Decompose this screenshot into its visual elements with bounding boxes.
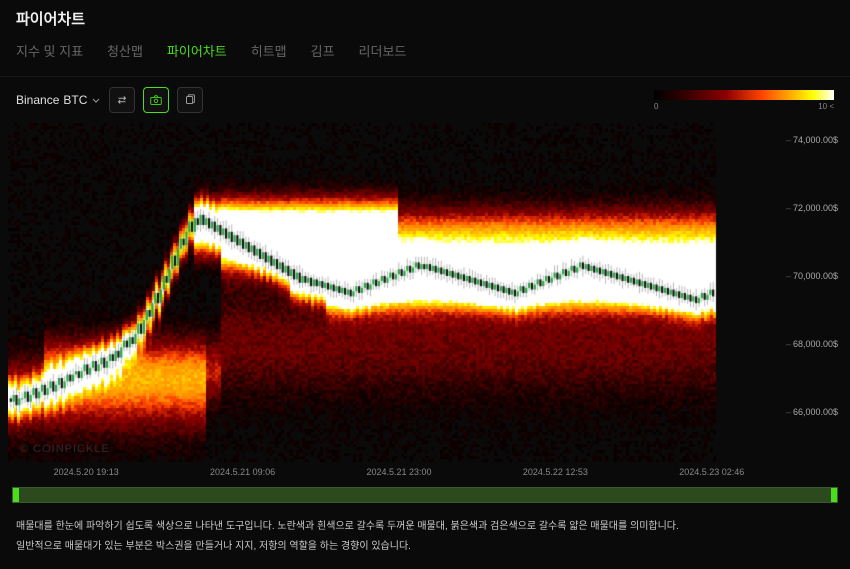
- copy-icon: [183, 93, 197, 107]
- x-tick: 2024.5.21 23:00: [366, 467, 431, 477]
- legend-max: 10 <: [818, 102, 834, 111]
- color-legend: 0 10 <: [654, 90, 834, 111]
- scrubber-handle-right[interactable]: [831, 488, 837, 502]
- x-tick: 2024.5.21 09:06: [210, 467, 275, 477]
- symbol-label: BTC: [63, 93, 87, 107]
- watermark: © COINPICKLE: [20, 443, 110, 455]
- x-tick: 2024.5.22 12:53: [523, 467, 588, 477]
- desc-line-2: 일반적으로 매물대가 있는 부분은 박스권을 만들거나 지지, 저항의 역할을 …: [16, 539, 834, 555]
- legend-min: 0: [654, 102, 658, 111]
- description: 매물대를 한눈에 파악하기 쉽도록 색상으로 나타낸 도구입니다. 노란색과 흰…: [0, 509, 850, 569]
- chevron-down-icon: [91, 95, 101, 105]
- tab-김프[interactable]: 김프: [311, 41, 335, 64]
- y-tick: 70,000.00$: [786, 271, 838, 281]
- x-axis: 2024.5.20 19:13 2024.5.21 09:06 2024.5.21 …: [0, 463, 850, 481]
- toolbar: Binance BTC 0 10 <: [0, 77, 850, 123]
- x-tick: 2024.5.20 19:13: [54, 467, 119, 477]
- tab-지수 및 지표[interactable]: 지수 및 지표: [16, 41, 83, 64]
- y-tick: 72,000.00$: [786, 203, 838, 213]
- y-tick: 66,000.00$: [786, 407, 838, 417]
- camera-icon: [149, 93, 163, 107]
- desc-line-1: 매물대를 한눈에 파악하기 쉽도록 색상으로 나타낸 도구입니다. 노란색과 흰…: [16, 519, 834, 535]
- exchange-label: Binance: [16, 93, 59, 107]
- chart-area[interactable]: 66,000.00$ 68,000.00$ 70,000.00$ 72,000.00$…: [8, 123, 842, 463]
- symbol-selector[interactable]: Binance BTC: [16, 93, 101, 107]
- swap-icon: [115, 93, 129, 107]
- legend-gradient: [654, 90, 834, 100]
- x-tick: 2024.5.23 02:46: [679, 467, 744, 477]
- camera-button[interactable]: [143, 87, 169, 113]
- time-scrubber[interactable]: [12, 487, 838, 503]
- tab-청산맵[interactable]: 청산맵: [107, 41, 143, 64]
- swap-button[interactable]: [109, 87, 135, 113]
- copy-button[interactable]: [177, 87, 203, 113]
- page-title: 파이어차트: [16, 8, 834, 29]
- candle-canvas: [8, 123, 778, 463]
- tab-히트맵[interactable]: 히트맵: [251, 41, 287, 64]
- y-tick: 74,000.00$: [786, 135, 838, 145]
- tab-리더보드[interactable]: 리더보드: [359, 41, 407, 64]
- scrubber-handle-left[interactable]: [13, 488, 19, 502]
- tab-bar: 지수 및 지표 청산맵 파이어차트 히트맵 김프 리더보드: [0, 33, 850, 77]
- y-axis: 66,000.00$ 68,000.00$ 70,000.00$ 72,000.00$…: [782, 123, 842, 463]
- y-tick: 68,000.00$: [786, 339, 838, 349]
- tab-파이어차트[interactable]: 파이어차트: [167, 41, 227, 64]
